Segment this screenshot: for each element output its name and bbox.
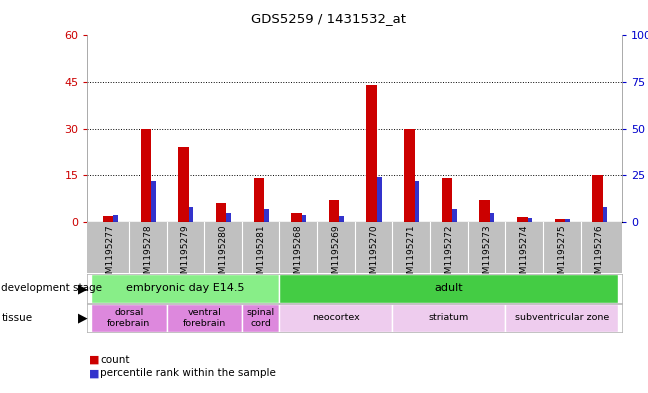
Bar (377, 177, 382, 222)
Bar (565, 219, 570, 222)
Bar (253, 178, 264, 222)
Bar (367, 85, 377, 222)
Bar (216, 204, 226, 222)
Bar (279, 304, 393, 332)
Bar (527, 218, 532, 222)
Text: GSM1195281: GSM1195281 (256, 224, 265, 285)
Bar (113, 215, 118, 222)
Bar (452, 209, 457, 222)
Bar (442, 178, 452, 222)
Text: GSM1195272: GSM1195272 (445, 224, 454, 285)
Text: percentile rank within the sample: percentile rank within the sample (100, 368, 276, 378)
Bar (393, 304, 505, 332)
Text: GSM1195276: GSM1195276 (595, 224, 604, 285)
Bar (505, 304, 618, 332)
Text: adult: adult (435, 283, 463, 294)
Bar (404, 129, 415, 222)
Text: GSM1195273: GSM1195273 (482, 224, 491, 285)
Text: ■: ■ (89, 368, 100, 378)
Text: GSM1195279: GSM1195279 (181, 224, 190, 285)
Text: GSM1195275: GSM1195275 (557, 224, 566, 285)
Bar (340, 217, 344, 222)
Bar (242, 304, 279, 332)
Text: dorsal
forebrain: dorsal forebrain (108, 308, 150, 328)
Text: striatum: striatum (429, 314, 469, 322)
Text: ■: ■ (89, 354, 100, 365)
Text: tissue: tissue (1, 313, 32, 323)
Text: ▶: ▶ (78, 282, 87, 295)
Bar (555, 219, 565, 222)
Bar (167, 304, 242, 332)
Bar (279, 274, 618, 303)
Text: spinal
cord: spinal cord (247, 308, 275, 328)
Bar (329, 200, 340, 222)
Text: neocortex: neocortex (312, 314, 360, 322)
Text: GSM1195280: GSM1195280 (218, 224, 227, 285)
Text: embryonic day E14.5: embryonic day E14.5 (126, 283, 244, 294)
Text: count: count (100, 354, 130, 365)
Bar (151, 181, 156, 222)
Bar (141, 129, 151, 222)
Text: GSM1195278: GSM1195278 (143, 224, 152, 285)
Bar (603, 207, 607, 222)
Text: ▶: ▶ (78, 311, 87, 325)
Bar (178, 147, 189, 222)
Text: GSM1195268: GSM1195268 (294, 224, 303, 285)
Bar (480, 200, 490, 222)
Bar (490, 213, 494, 222)
Bar (291, 213, 302, 222)
Bar (302, 215, 307, 222)
Text: GSM1195271: GSM1195271 (407, 224, 416, 285)
Bar (189, 207, 193, 222)
Bar (91, 304, 167, 332)
Bar (103, 216, 113, 222)
Bar (592, 175, 603, 222)
Text: GSM1195269: GSM1195269 (332, 224, 340, 285)
Text: subventricular zone: subventricular zone (515, 314, 609, 322)
Bar (415, 181, 419, 222)
Bar (264, 209, 268, 222)
Text: ventral
forebrain: ventral forebrain (183, 308, 226, 328)
Bar (91, 274, 279, 303)
Text: GDS5259 / 1431532_at: GDS5259 / 1431532_at (251, 12, 406, 25)
Text: GSM1195277: GSM1195277 (106, 224, 115, 285)
Text: development stage: development stage (1, 283, 102, 294)
Bar (226, 213, 231, 222)
Bar (517, 217, 527, 222)
Text: GSM1195274: GSM1195274 (520, 224, 529, 285)
Text: GSM1195270: GSM1195270 (369, 224, 378, 285)
